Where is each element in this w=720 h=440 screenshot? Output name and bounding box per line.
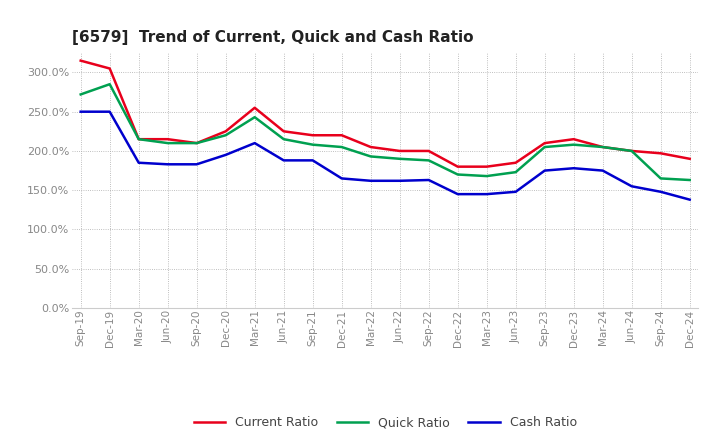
Cash Ratio (163, 161, 172, 167)
Cash Ratio (251, 140, 259, 146)
Current Ratio (627, 148, 636, 154)
Quick Ratio (424, 158, 433, 163)
Cash Ratio (598, 168, 607, 173)
Cash Ratio (424, 177, 433, 183)
Current Ratio (541, 140, 549, 146)
Cash Ratio (685, 197, 694, 202)
Current Ratio (338, 132, 346, 138)
Quick Ratio (338, 144, 346, 150)
Quick Ratio (598, 144, 607, 150)
Current Ratio (135, 136, 143, 142)
Cash Ratio (192, 161, 201, 167)
Cash Ratio (511, 189, 520, 194)
Cash Ratio (570, 165, 578, 171)
Current Ratio (570, 136, 578, 142)
Cash Ratio (395, 178, 404, 183)
Cash Ratio (105, 109, 114, 114)
Current Ratio (511, 160, 520, 165)
Cash Ratio (221, 152, 230, 158)
Cash Ratio (338, 176, 346, 181)
Quick Ratio (192, 140, 201, 146)
Text: [6579]  Trend of Current, Quick and Cash Ratio: [6579] Trend of Current, Quick and Cash … (72, 29, 474, 45)
Cash Ratio (657, 189, 665, 194)
Quick Ratio (135, 136, 143, 142)
Quick Ratio (482, 173, 491, 179)
Current Ratio (279, 128, 288, 134)
Quick Ratio (76, 92, 85, 97)
Current Ratio (395, 148, 404, 154)
Quick Ratio (163, 140, 172, 146)
Quick Ratio (454, 172, 462, 177)
Cash Ratio (454, 191, 462, 197)
Cash Ratio (279, 158, 288, 163)
Current Ratio (308, 132, 317, 138)
Quick Ratio (308, 142, 317, 147)
Current Ratio (76, 58, 85, 63)
Quick Ratio (657, 176, 665, 181)
Quick Ratio (541, 144, 549, 150)
Current Ratio (163, 136, 172, 142)
Quick Ratio (570, 142, 578, 147)
Cash Ratio (76, 109, 85, 114)
Quick Ratio (279, 136, 288, 142)
Quick Ratio (105, 81, 114, 87)
Current Ratio (251, 105, 259, 110)
Current Ratio (685, 156, 694, 161)
Current Ratio (482, 164, 491, 169)
Line: Cash Ratio: Cash Ratio (81, 112, 690, 200)
Current Ratio (424, 148, 433, 154)
Current Ratio (454, 164, 462, 169)
Legend: Current Ratio, Quick Ratio, Cash Ratio: Current Ratio, Quick Ratio, Cash Ratio (189, 411, 582, 434)
Line: Current Ratio: Current Ratio (81, 61, 690, 167)
Quick Ratio (395, 156, 404, 161)
Line: Quick Ratio: Quick Ratio (81, 84, 690, 180)
Current Ratio (192, 140, 201, 146)
Quick Ratio (366, 154, 375, 159)
Current Ratio (221, 128, 230, 134)
Cash Ratio (541, 168, 549, 173)
Current Ratio (105, 66, 114, 71)
Current Ratio (598, 144, 607, 150)
Current Ratio (657, 150, 665, 156)
Cash Ratio (482, 191, 491, 197)
Cash Ratio (135, 160, 143, 165)
Quick Ratio (511, 169, 520, 175)
Quick Ratio (221, 132, 230, 138)
Quick Ratio (685, 177, 694, 183)
Quick Ratio (627, 148, 636, 154)
Current Ratio (366, 144, 375, 150)
Cash Ratio (366, 178, 375, 183)
Quick Ratio (251, 114, 259, 120)
Cash Ratio (627, 183, 636, 189)
Cash Ratio (308, 158, 317, 163)
